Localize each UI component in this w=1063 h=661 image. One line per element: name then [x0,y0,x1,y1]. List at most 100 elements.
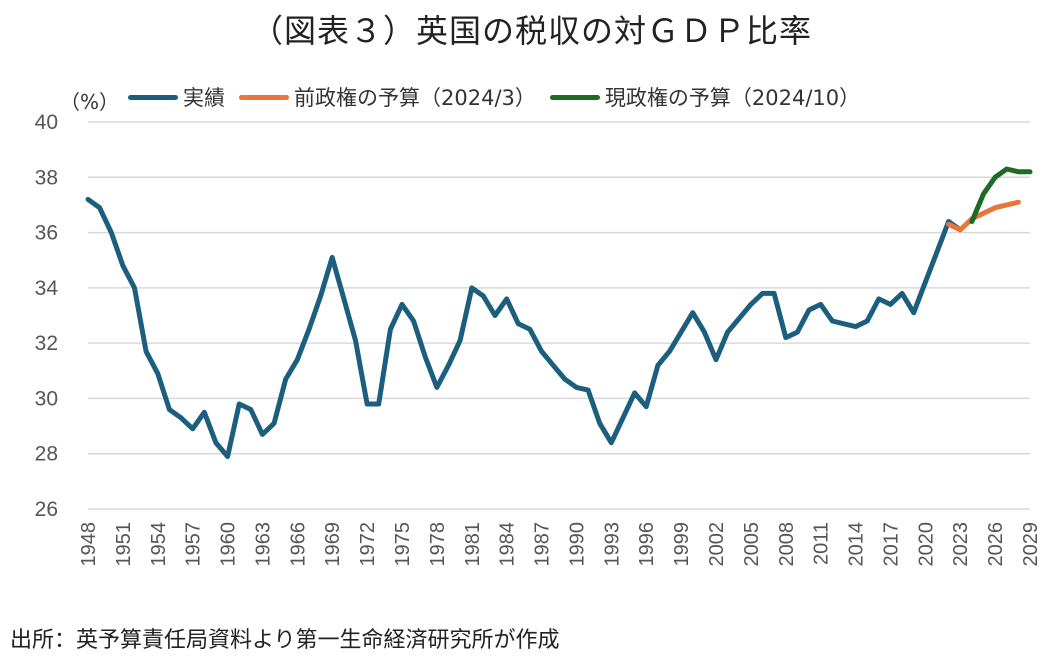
legend-label-current-budget: 現政権の予算（2024/10） [604,86,861,110]
data-point-actual [854,325,858,329]
data-point-actual [633,391,637,395]
data-point-actual [679,330,683,334]
data-point-current-budget [981,192,985,196]
data-point-prev-budget [993,206,997,210]
source-note: 出所：英予算責任局資料より第一生命経済研究所が作成 [10,628,560,653]
data-point-current-budget [1016,170,1020,174]
x-tick-label: 1951 [113,522,135,567]
data-point-actual [667,349,671,353]
data-point-actual [923,280,927,284]
data-point-actual [121,264,125,268]
x-tick-label: 2029 [1020,522,1042,567]
y-tick-label: 34 [35,277,59,300]
data-point-actual [144,349,148,353]
x-tick-label: 1990 [566,522,588,567]
data-point-actual [830,319,834,323]
x-tick-label: 2008 [776,522,798,567]
series-line-current-budget [969,166,1033,224]
y-tick-label: 26 [35,498,58,521]
x-tick-label: 2011 [811,522,833,565]
data-point-actual [819,302,823,306]
data-point-prev-budget [958,228,962,232]
series-line-actual [85,196,963,459]
legend-item-actual: 実績 [128,82,225,112]
data-point-actual [807,308,811,312]
x-tick-label: 1996 [636,522,658,567]
data-point-actual [377,402,381,406]
x-tick-label: 1948 [78,522,100,567]
x-tick-label: 2026 [985,522,1007,567]
data-point-actual [400,302,404,306]
data-point-actual [516,322,520,326]
data-point-actual [353,338,357,342]
data-point-actual [214,441,218,445]
x-tick-label: 1954 [148,522,170,567]
series-lines [85,166,1033,459]
data-point-actual [842,322,846,326]
data-point-actual [295,358,299,362]
data-point-current-budget [993,175,997,179]
data-point-actual [493,314,497,317]
x-tick-label: 2002 [706,522,728,567]
data-point-actual [505,297,509,301]
legend: 実績 前政権の予算（2024/3） 現政権の予算（2024/10） [128,83,874,111]
data-point-actual [563,377,567,381]
x-tick-label: 1960 [218,522,240,567]
data-point-actual [714,358,718,362]
x-tick-label: 1987 [532,522,554,567]
data-point-actual [330,255,334,259]
y-tick-label: 40 [35,111,58,134]
data-point-actual [737,316,741,320]
y-tick-label: 32 [35,332,58,355]
legend-item-current-budget: 現政権の予算（2024/10） [549,82,861,112]
legend-swatch-current-budget [549,94,600,100]
data-point-current-budget [1005,167,1009,171]
x-tick-label: 1969 [322,522,344,567]
legend-label-prev-budget: 前政権の予算（2024/3） [294,86,536,110]
data-point-actual [877,297,881,301]
data-point-actual [598,421,602,425]
data-point-actual [458,338,462,342]
data-point-actual [644,405,648,409]
data-point-actual [900,291,904,295]
data-point-actual [156,372,160,376]
data-point-current-budget [1028,170,1032,174]
data-point-actual [412,319,416,323]
data-point-actual [656,363,660,367]
data-point-actual [202,410,206,414]
data-point-actual [447,363,451,367]
data-point-actual [98,206,102,210]
data-point-actual [109,231,113,235]
data-point-actual [319,294,323,298]
data-point-actual [540,349,544,353]
legend-item-prev-budget: 前政権の予算（2024/3） [239,82,536,112]
x-tick-label: 1999 [671,522,693,567]
data-point-actual [795,330,799,334]
data-point-actual [621,416,625,420]
data-point-actual [935,250,939,254]
data-point-actual [784,336,788,340]
legend-swatch-prev-budget [239,94,289,100]
chart-title: （図表３）英国の税収の対ＧＤＰ比率 [250,12,812,50]
data-point-actual [365,402,369,406]
data-point-current-budget [970,220,974,224]
x-tick-label: 2023 [950,522,972,567]
data-point-actual [481,294,485,298]
data-point-actual [191,427,195,431]
data-point-actual [691,311,695,315]
x-tick-label: 1978 [427,522,449,567]
data-point-actual [888,302,892,306]
legend-label-actual: 実績 [183,86,225,110]
data-point-actual [528,327,532,331]
data-point-actual [307,327,311,331]
data-point-actual [912,311,916,315]
y-axis-ticks: 26 28 30 32 34 36 38 40 [35,111,59,521]
grid-lines [88,121,1030,510]
data-point-actual [772,291,776,295]
x-tick-label: 1966 [287,522,309,567]
data-point-actual [470,286,474,290]
data-point-prev-budget [981,211,985,215]
y-tick-label: 28 [35,443,58,466]
y-tick-label: 30 [35,387,58,410]
